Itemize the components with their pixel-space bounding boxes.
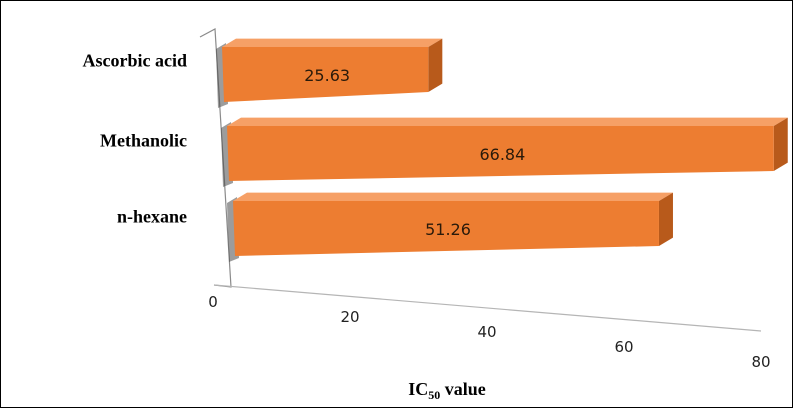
bar-top-face <box>227 117 788 126</box>
bar-front-face <box>233 201 659 256</box>
category-label: Ascorbic acid <box>83 51 187 71</box>
bar-top-face <box>233 192 673 201</box>
bar-n-hexane: 51.26 <box>227 192 673 262</box>
bars: 25.63 66.84 51.26 <box>216 38 788 262</box>
x-tick-label: 20 <box>340 308 359 326</box>
category-label: Methanolic <box>100 131 187 151</box>
bar-front-face <box>227 126 774 181</box>
bar-methanolic: 66.84 <box>221 117 788 187</box>
bar-front-face <box>222 47 429 102</box>
bar-top-face <box>222 38 443 47</box>
floor-edge <box>213 284 762 332</box>
x-tick-label: 80 <box>751 353 770 371</box>
bar-value-label: 51.26 <box>425 220 471 239</box>
category-label: n-hexane <box>117 207 187 227</box>
x-tick-label: 40 <box>477 323 496 341</box>
bar-ascorbic-acid: 25.63 <box>216 38 443 108</box>
x-axis-title-subscript: 50 <box>428 388 440 402</box>
x-axis-title-main: IC <box>408 379 428 399</box>
x-tick-label: 60 <box>614 338 633 356</box>
bar-side-face <box>773 117 788 171</box>
bar-side-face <box>658 192 673 246</box>
category-labels: Ascorbic acid Methanolic n-hexane <box>83 51 187 227</box>
x-axis-title: IC50 value <box>408 379 486 402</box>
bar-value-label: 66.84 <box>479 145 525 164</box>
x-tick-label: 0 <box>208 293 218 311</box>
bar-value-label: 25.63 <box>304 66 350 85</box>
x-tick-labels: 0 20 40 60 80 <box>208 293 770 371</box>
x-axis-title-rest: value <box>440 379 486 399</box>
bar-side-face <box>428 38 443 92</box>
